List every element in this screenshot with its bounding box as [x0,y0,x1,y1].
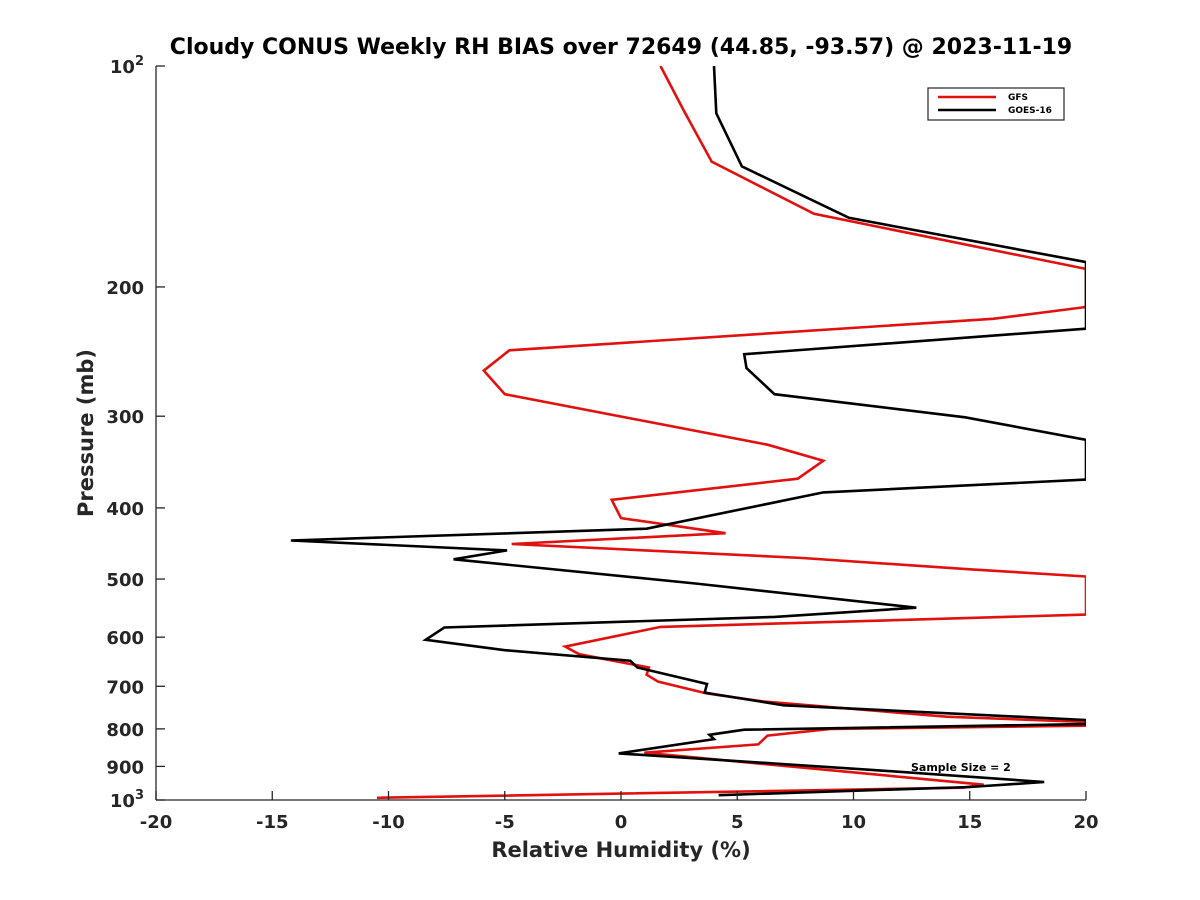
plot-background [156,66,1086,800]
x-tick-label: -5 [495,812,515,833]
y-tick-label: 700 [106,677,144,698]
x-tick-label: -10 [372,812,405,833]
x-tick-label: 0 [615,812,628,833]
x-tick-label: 20 [1073,812,1098,833]
series-line-goes-16 [290,66,1086,797]
x-axis-label: Relative Humidity (%) [491,838,750,862]
x-tick-label: 10 [841,812,866,833]
plot-area [156,66,1086,800]
series-layer [290,66,1086,800]
x-tick-label: 15 [957,812,982,833]
legend-label-gfs: GFS [1008,93,1028,103]
x-tick-label: -15 [256,812,289,833]
legend-box [927,87,1065,121]
y-tick-label: 900 [106,757,144,778]
y-tick-label: 600 [106,628,144,649]
y-tick-label: 800 [106,720,144,741]
y-tick-label: 200 [106,278,144,299]
y-axis-label: Pressure (mb) [74,349,98,517]
y-tick-label: 103 [110,788,144,812]
axes-layer: -20 -15 -10 -5 0 5 10 15 20 102 200 300 400 500 600 700… [106,54,1098,833]
y-tick-label: 102 [110,54,144,78]
chart-title: Cloudy CONUS Weekly RH BIAS over 72649 (… [170,35,1072,60]
y-tick-label: 300 [106,407,144,428]
x-tick-label: 5 [731,812,744,833]
x-tick-label: -20 [140,812,173,833]
sample-size-annotation: Sample Size = 2 [911,761,1011,774]
legend-label-goes-16: GOES-16 [1008,106,1052,116]
legend: GFS GOES-16 [927,87,1065,121]
y-tick-label: 400 [106,499,144,520]
y-tick-label: 500 [106,570,144,591]
